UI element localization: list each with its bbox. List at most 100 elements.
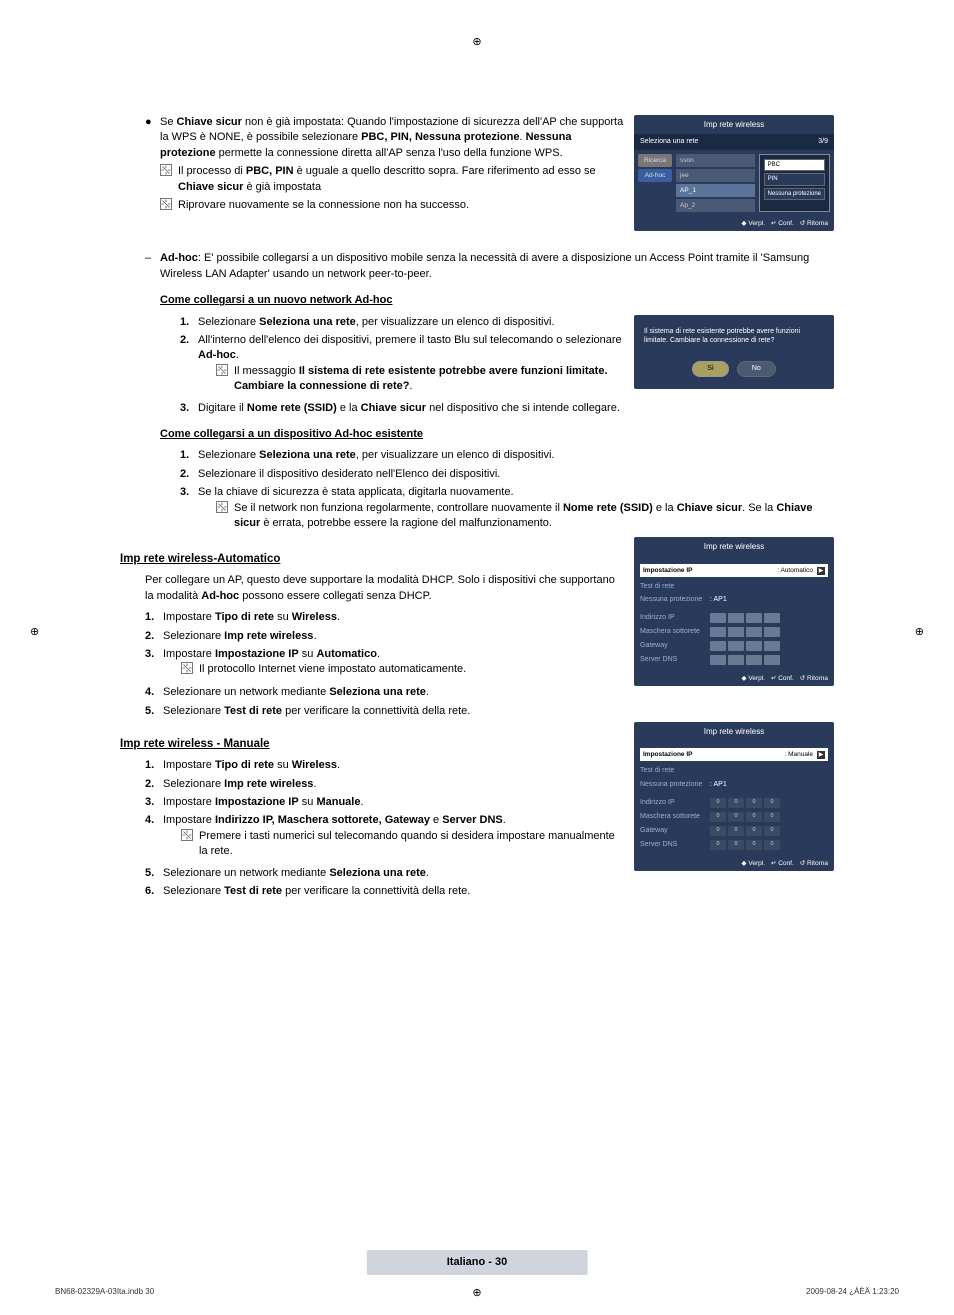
step-marker: 2.	[180, 333, 198, 398]
note-icon	[160, 198, 178, 215]
step-marker: 3.	[145, 795, 163, 810]
step-text: Impostare Impostazione IP su Manuale.	[163, 795, 364, 810]
intro-paragraph: Se Chiave sicur non è già impostata: Qua…	[160, 115, 624, 161]
ip-cell[interactable]: 0	[764, 826, 780, 836]
page-footer-tag: Italiano - 30	[367, 1250, 588, 1275]
security-popup: PBC PIN Nessuna protezione	[759, 154, 830, 212]
test-label[interactable]: Test di rete	[640, 582, 710, 592]
note-text: Il messaggio Il sistema di rete esistent…	[234, 364, 624, 395]
subheading-adhoc-existing: Come collegarsi a un dispositivo Ad-hoc …	[160, 427, 834, 442]
step-marker: 1.	[180, 448, 198, 463]
step-marker: 2.	[145, 777, 163, 792]
panel-footer: ◆ Verpl.↵ Conf.↺ Ritorna	[634, 856, 834, 871]
none-value: : AP1	[710, 595, 828, 605]
ip-label: Indirizzo IP	[640, 613, 710, 623]
step-marker: 5.	[145, 704, 163, 719]
registration-mark-top: ⊕	[472, 35, 481, 50]
step-text: Impostare Tipo di rete su Wireless.	[163, 610, 340, 625]
ip-cell[interactable]: 0	[764, 812, 780, 822]
registration-mark-left: ⊕	[30, 625, 39, 640]
search-button[interactable]: Ricerca	[638, 154, 672, 167]
arrow-right-icon[interactable]: ▶	[817, 751, 825, 759]
popup-pin[interactable]: PIN	[764, 173, 825, 185]
dialog-yes-button[interactable]: Sì	[692, 361, 729, 377]
wireless-panel-select: Imp rete wireless Seleziona una rete 3/9…	[634, 115, 834, 231]
ip-cell[interactable]: 0	[710, 798, 726, 808]
note-icon	[160, 164, 178, 195]
dns-label: Server DNS	[640, 840, 710, 850]
adhoc-button[interactable]: Ad-hoc	[638, 169, 672, 182]
ip-cell[interactable]: 0	[710, 812, 726, 822]
ip-cell[interactable]: 0	[728, 840, 744, 850]
mask-label: Maschera sottorete	[640, 812, 710, 822]
ip-cell[interactable]: 0	[728, 812, 744, 822]
step-text: Impostare Impostazione IP su Automatico.…	[163, 647, 466, 682]
ip-cell[interactable]: 0	[746, 826, 762, 836]
step-marker: 3.	[180, 485, 198, 534]
step-text: All'interno dell'elenco dei dispositivi,…	[198, 333, 624, 398]
section-manual-title: Imp rete wireless - Manuale	[120, 736, 624, 752]
gw-label: Gateway	[640, 641, 710, 651]
subheading-adhoc-new: Come collegarsi a un nuovo network Ad-ho…	[160, 293, 624, 308]
panel-footer: ◆ Verpl.↵ Conf.↺ Ritorna	[634, 216, 834, 231]
ip-cell[interactable]: 0	[746, 798, 762, 808]
ip-setting-label: Impostazione IP	[643, 750, 784, 759]
ip-cell[interactable]: 0	[710, 840, 726, 850]
ip-cell[interactable]: 0	[728, 826, 744, 836]
step-marker: 1.	[180, 315, 198, 330]
net-item[interactable]: sson	[676, 154, 755, 167]
note-text: Riprovare nuovamente se la connessione n…	[178, 198, 469, 215]
none-value: : AP1	[710, 780, 828, 790]
step-marker: 4.	[145, 813, 163, 862]
step-marker: 3.	[145, 647, 163, 682]
panel-title: Imp rete wireless	[634, 537, 834, 556]
section-auto-title: Imp rete wireless-Automatico	[120, 551, 624, 567]
ip-setting-value[interactable]: : Manuale▶	[784, 750, 825, 759]
ip-cell[interactable]: 0	[746, 812, 762, 822]
step-marker: 2.	[145, 629, 163, 644]
note-text: Il processo di PBC, PIN è uguale a quell…	[178, 164, 624, 195]
test-label[interactable]: Test di rete	[640, 766, 710, 776]
note-icon	[181, 662, 199, 679]
step-marker: 1.	[145, 610, 163, 625]
footer-right: 2009-08-24 ¿ÀÈÄ 1:23:20	[806, 1286, 899, 1297]
adhoc-desc: Ad-hoc: E' possibile collegarsi a un dis…	[160, 251, 834, 282]
ip-label: Indirizzo IP	[640, 798, 710, 808]
registration-mark-right: ⊕	[915, 625, 924, 640]
ip-cell[interactable]: 0	[710, 826, 726, 836]
mask-label: Maschera sottorete	[640, 627, 710, 637]
note-icon	[181, 829, 199, 860]
auto-para: Per collegare un AP, questo deve support…	[145, 573, 624, 604]
content-area: ● Se Chiave sicur non è già impostata: Q…	[120, 115, 834, 902]
dialog-no-button[interactable]: No	[737, 361, 776, 377]
step-marker: 4.	[145, 685, 163, 700]
step-text: Selezionare Seleziona una rete, per visu…	[198, 315, 554, 330]
ip-cell[interactable]: 0	[764, 840, 780, 850]
none-label: Nessuna protezione	[640, 595, 710, 605]
ip-cell[interactable]: 0	[728, 798, 744, 808]
arrow-right-icon[interactable]: ▶	[817, 567, 825, 575]
ip-cell[interactable]: 0	[764, 798, 780, 808]
step-text: Selezionare Imp rete wireless.	[163, 629, 317, 644]
step-text: Selezionare Test di rete per verificare …	[163, 704, 470, 719]
note-icon	[216, 501, 234, 532]
net-item-selected[interactable]: AP_1	[676, 184, 755, 197]
none-label: Nessuna protezione	[640, 780, 710, 790]
net-item[interactable]: Ap_2	[676, 199, 755, 212]
popup-none[interactable]: Nessuna protezione	[764, 188, 825, 200]
counter: 3/9	[818, 137, 828, 147]
confirm-dialog: Il sistema di rete esistente potrebbe av…	[634, 315, 834, 389]
panel-title: Imp rete wireless	[634, 115, 834, 134]
note-text: Il protocollo Internet viene impostato a…	[199, 662, 466, 679]
page: ⊕ ⊕ ⊕ ● Se Chiave sicur non è già impost…	[0, 0, 954, 1315]
step-marker: 6.	[145, 884, 163, 899]
net-item[interactable]: jee	[676, 169, 755, 182]
gw-label: Gateway	[640, 826, 710, 836]
step-marker: 3.	[180, 401, 198, 416]
ip-setting-value[interactable]: : Automatico▶	[777, 566, 825, 575]
panel-title: Imp rete wireless	[634, 722, 834, 741]
ip-cell[interactable]: 0	[746, 840, 762, 850]
popup-pbc[interactable]: PBC	[764, 159, 825, 171]
dns-label: Server DNS	[640, 655, 710, 665]
step-marker: 2.	[180, 467, 198, 482]
